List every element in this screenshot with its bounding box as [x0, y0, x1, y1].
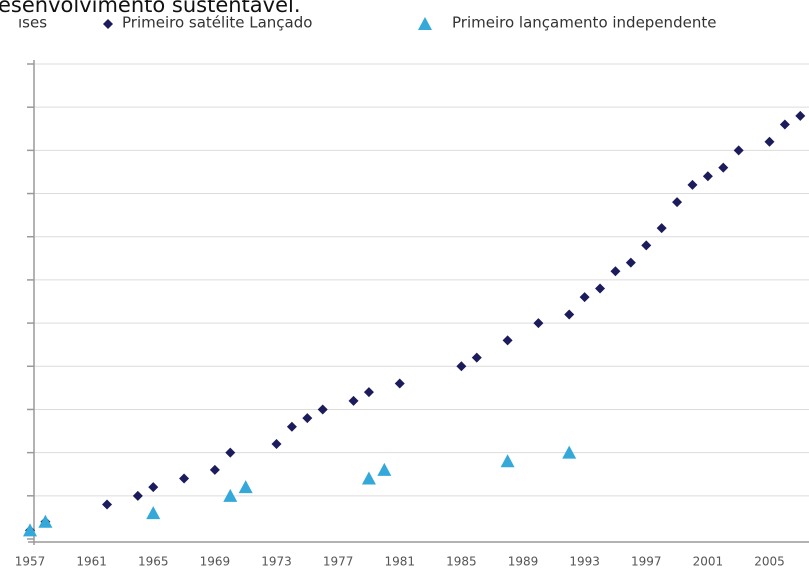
chart-title: esenvolvimento sustentável.	[0, 0, 301, 17]
point	[225, 447, 236, 458]
x-tick-label: 1969	[200, 555, 231, 569]
legend-label: Primeiro satélite Lançado	[122, 14, 312, 32]
point	[179, 473, 190, 484]
x-tick-label: 1993	[569, 555, 600, 569]
x-tick-label: 1977	[323, 555, 354, 569]
legend-partial: ıses	[18, 14, 47, 32]
point	[733, 145, 744, 156]
point	[286, 421, 297, 432]
point	[625, 257, 636, 268]
point	[533, 318, 544, 329]
point	[764, 136, 775, 147]
point	[223, 488, 238, 502]
point	[718, 162, 729, 173]
x-tick-label: 2001	[693, 555, 724, 569]
point	[377, 462, 392, 476]
point	[38, 514, 53, 528]
point	[502, 335, 513, 346]
point	[271, 439, 282, 449]
point	[132, 490, 143, 501]
point	[302, 413, 313, 424]
point	[471, 352, 482, 363]
point	[672, 197, 683, 208]
point	[610, 266, 621, 277]
legend-label: Primeiro lançamento independente	[452, 14, 716, 32]
point	[656, 223, 667, 234]
x-tick-label: 1961	[76, 555, 107, 569]
x-tick-label: 2005	[754, 555, 785, 569]
point	[146, 506, 161, 520]
x-tick-label: 1973	[261, 555, 292, 569]
point	[779, 119, 790, 130]
point	[317, 404, 328, 415]
x-tick-label: 1957	[15, 555, 46, 569]
x-tick-label: 1981	[384, 555, 415, 569]
legend-marker	[103, 19, 113, 29]
point	[564, 309, 575, 320]
point	[209, 464, 220, 475]
point	[238, 480, 253, 494]
point	[579, 292, 590, 303]
point	[102, 499, 113, 510]
legend-marker	[418, 17, 432, 30]
point	[687, 179, 698, 190]
x-tick-label: 1965	[138, 555, 169, 569]
point	[595, 283, 606, 294]
point	[361, 471, 376, 485]
x-tick-label: 1989	[508, 555, 539, 569]
point	[702, 171, 713, 182]
point	[562, 445, 577, 459]
point	[456, 361, 467, 372]
point	[363, 387, 374, 398]
point	[500, 454, 515, 468]
point	[641, 240, 652, 251]
point	[394, 378, 405, 389]
point	[23, 523, 37, 537]
point	[795, 110, 806, 121]
x-tick-label: 1985	[446, 555, 477, 569]
point	[348, 395, 359, 406]
x-tick-label: 1997	[631, 555, 662, 569]
point	[148, 482, 159, 493]
